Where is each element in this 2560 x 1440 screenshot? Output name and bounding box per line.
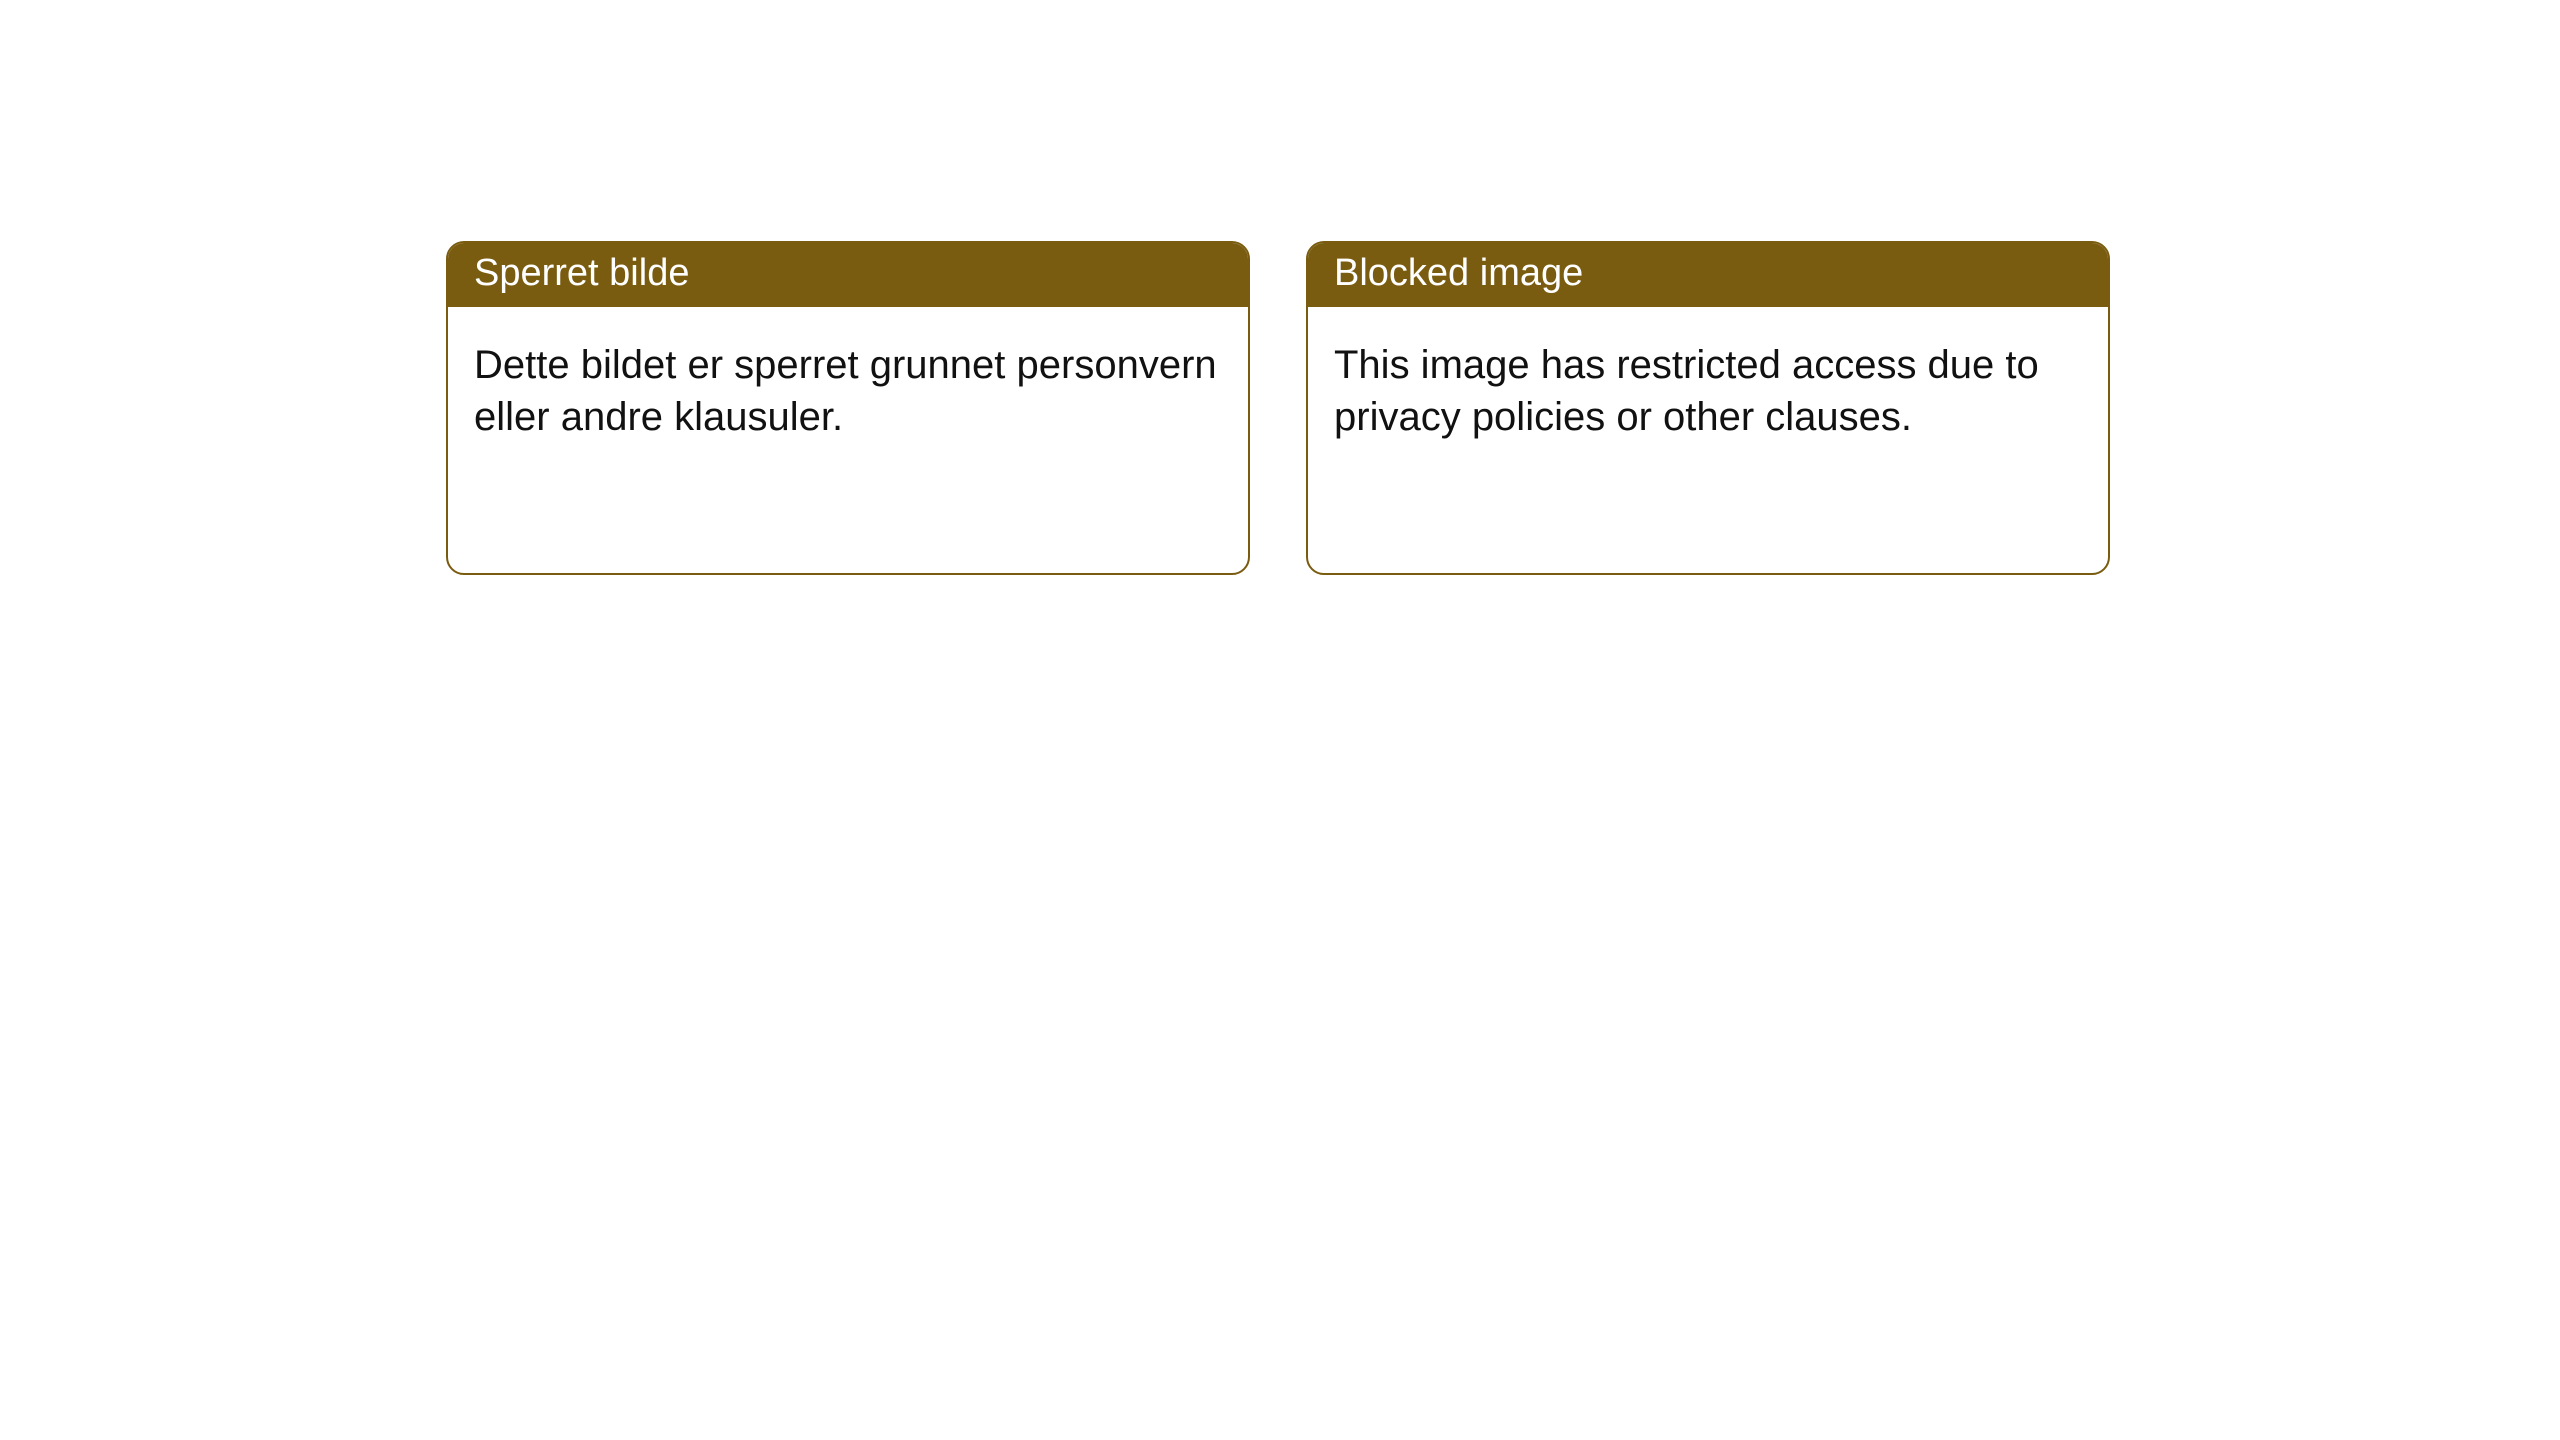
notice-container: Sperret bilde Dette bildet er sperret gr…: [0, 0, 2560, 575]
card-body-en: This image has restricted access due to …: [1308, 307, 2108, 475]
blocked-image-card-no: Sperret bilde Dette bildet er sperret gr…: [446, 241, 1250, 575]
card-body-no: Dette bildet er sperret grunnet personve…: [448, 307, 1248, 475]
card-header-no: Sperret bilde: [448, 243, 1248, 307]
blocked-image-card-en: Blocked image This image has restricted …: [1306, 241, 2110, 575]
card-header-en: Blocked image: [1308, 243, 2108, 307]
